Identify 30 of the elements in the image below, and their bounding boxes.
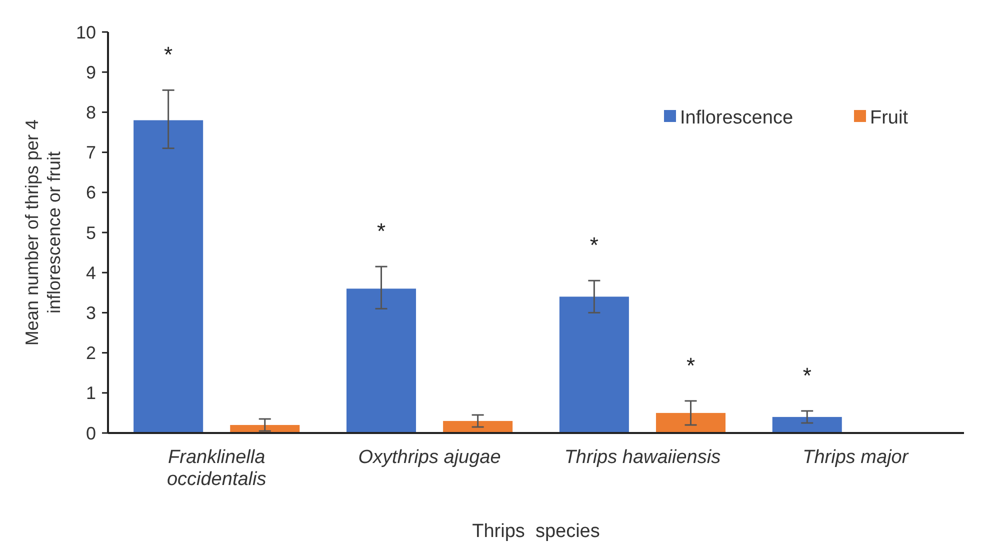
y-tick-label: 9 (86, 62, 96, 82)
bar (772, 416, 842, 433)
y-tick-label: 2 (86, 343, 96, 364)
x-tick-label: Thrips hawaiiensis (564, 447, 722, 468)
y-axis-title: Mean number of thrips per 4 inflorescence or fruit (22, 119, 64, 346)
legend-label: Fruit (870, 108, 909, 129)
data-label: * (686, 352, 696, 378)
data-label: * (164, 42, 174, 68)
y-tick-label: 4 (86, 262, 96, 283)
y-tick-label: 7 (86, 142, 96, 163)
x-axis-title: Thrips species (472, 521, 600, 542)
y-tick-label: 3 (86, 303, 96, 323)
bar (559, 296, 629, 433)
y-tick-label: 5 (86, 222, 96, 243)
bar (656, 412, 726, 433)
bar (134, 120, 204, 433)
y-tick-label: 8 (86, 102, 96, 122)
x-tick-label: Franklinella occidentalis (166, 447, 267, 490)
data-label: * (376, 218, 386, 244)
x-tick-label: Oxythrips ajugae (358, 447, 501, 468)
x-tick-label: Thrips major (802, 447, 909, 468)
data-label: * (802, 362, 812, 388)
y-tick-label: 1 (86, 383, 96, 404)
bar (346, 288, 416, 433)
y-tick-label: 6 (86, 182, 96, 203)
data-label: * (590, 232, 599, 258)
y-tick-label: 10 (76, 22, 96, 42)
bar (443, 420, 513, 433)
legend-label: Inflorescence (680, 108, 794, 129)
y-tick-label: 0 (86, 423, 96, 444)
